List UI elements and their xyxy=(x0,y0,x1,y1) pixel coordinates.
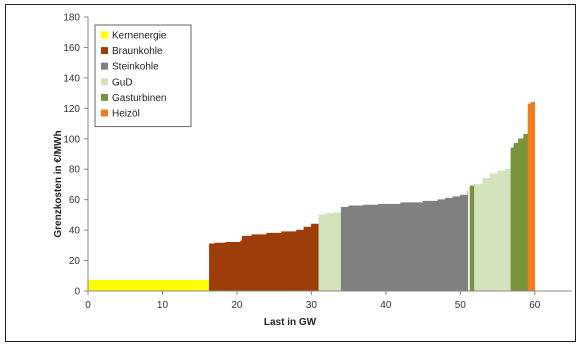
x-axis-title: Last in GW xyxy=(264,317,317,328)
y-tick-label: 40 xyxy=(69,226,81,237)
legend-swatch-gud xyxy=(101,78,108,86)
y-tick-label: 20 xyxy=(69,256,81,267)
y-tick-label: 180 xyxy=(63,13,80,24)
x-tick-label: 60 xyxy=(529,300,541,311)
series-gasturbinen-area xyxy=(510,129,529,292)
series-gud-area xyxy=(474,167,512,292)
x-tick-label: 50 xyxy=(455,300,467,311)
x-tick-label: 40 xyxy=(380,300,392,311)
merit-order-chart: 0 20 40 60 80 100 120 140 160 180 0 10 20 30 40 50 60 L… xyxy=(53,13,572,328)
y-ticks: 0 20 40 60 80 100 120 140 160 180 xyxy=(63,13,88,298)
bars-layer xyxy=(87,100,536,292)
y-axis-title: Grenzkosten in €/MWh xyxy=(53,130,64,237)
legend-label-braunkohle: Braunkohle xyxy=(112,46,163,57)
y-tick-label: 100 xyxy=(63,134,80,145)
series-braunkohle-area xyxy=(209,220,320,292)
legend-label-steinkohle: Steinkohle xyxy=(112,62,159,73)
legend-label-kernenergie: Kernenergie xyxy=(112,31,167,42)
y-tick-label: 160 xyxy=(63,43,80,54)
legend-box xyxy=(94,24,192,128)
legend-swatch-braunkohle xyxy=(101,47,108,55)
series-gasturbinen-area xyxy=(469,184,475,292)
x-tick-label: 20 xyxy=(231,300,243,311)
chart-frame: 0 20 40 60 80 100 120 140 160 180 0 10 20 30 40 50 60 L… xyxy=(5,4,576,342)
axes-layer xyxy=(87,17,572,292)
y-tick-label: 60 xyxy=(69,195,81,206)
legend-swatch-gasturbinen xyxy=(101,93,108,101)
series-kernenergie-area xyxy=(87,280,210,292)
x-tick-label: 30 xyxy=(306,300,318,311)
y-tick-label: 80 xyxy=(69,165,81,176)
legend-label-gud: GuD xyxy=(112,77,133,88)
x-tick-label: 10 xyxy=(157,300,169,311)
legend-label-gasturbinen: Gasturbinen xyxy=(112,93,166,104)
series-gud-area xyxy=(318,211,342,292)
legend-swatch-steinkohle xyxy=(101,62,108,70)
x-tick-label: 0 xyxy=(85,300,91,311)
series-heiz-l-area xyxy=(527,100,536,292)
legend-label-heiz-l: Heizöl xyxy=(112,109,140,120)
series-steinkohle-area xyxy=(340,190,469,292)
x-ticks: 0 10 20 30 40 50 60 xyxy=(85,291,541,311)
legend-swatch-heiz-l xyxy=(101,109,108,117)
legend: Kernenergie Braunkohle Steinkohle GuD Gastur… xyxy=(94,24,192,128)
y-tick-label: 0 xyxy=(74,287,80,298)
y-tick-label: 140 xyxy=(63,73,80,84)
y-tick-label: 120 xyxy=(63,104,80,115)
legend-swatch-kernenergie xyxy=(101,31,108,39)
